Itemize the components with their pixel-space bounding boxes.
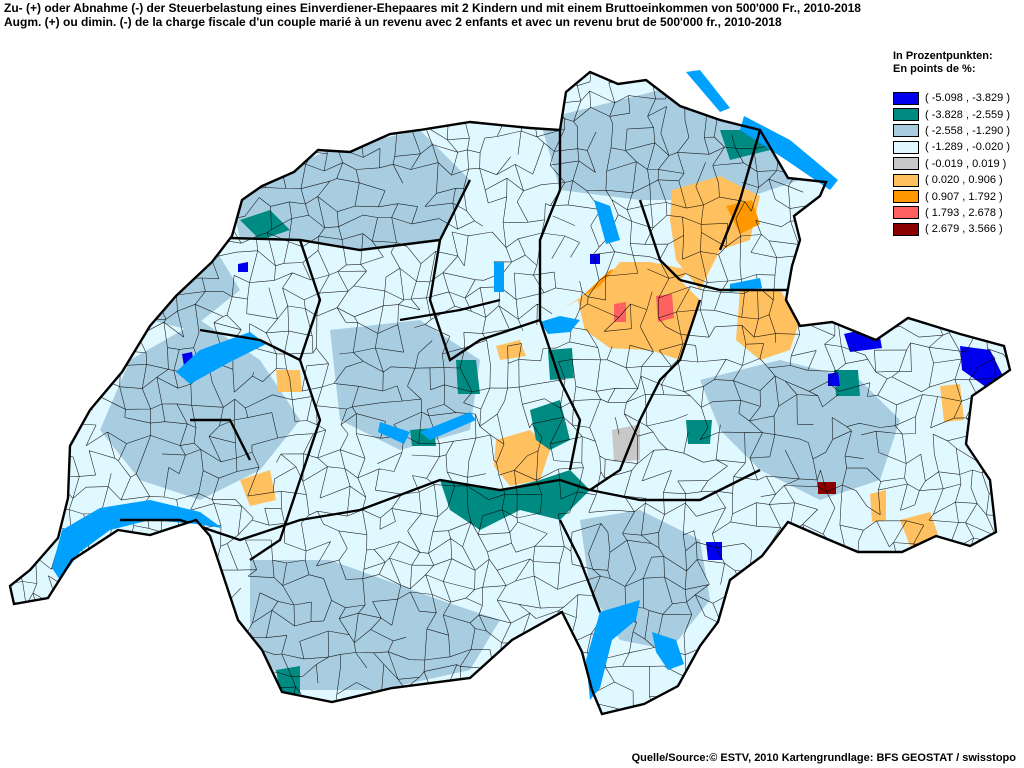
region-teal-small [456,360,480,394]
lake-zurich [594,200,620,244]
region-blue-gr [828,372,840,386]
legend-class-label: ( -0.019 , 0.019 ) [925,157,1007,170]
map-legend: In Prozentpunkten: En points de %: ( -5.… [893,50,1021,238]
legend-class-label: ( 0.020 , 0.906 ) [925,174,1003,187]
region-bern [330,320,480,450]
region-blue-ticino [706,542,722,560]
region-central-red-2 [614,302,626,322]
switzerland-choropleth-map [8,70,1012,716]
legend-row: ( -1.289 , -0.020 ) [893,139,1021,155]
region-blue-jura [238,262,248,272]
legend-class-label: ( -5.098 , -3.829 ) [925,92,1010,105]
legend-class-label: ( 1.793 , 2.678 ) [925,206,1003,219]
legend-row: ( 0.907 , 1.792 ) [893,188,1021,204]
region-glarus-orange [736,290,800,360]
region-teal-lucerne [548,348,574,380]
legend-row: ( 0.020 , 0.906 ) [893,172,1021,188]
legend-row: ( -3.828 , -2.559 ) [893,106,1021,122]
lake-sempach [494,262,504,292]
legend-row: ( -0.019 , 0.019 ) [893,156,1021,172]
legend-class-label: ( -1.289 , -0.020 ) [925,141,1010,154]
legend-swatch [893,173,919,187]
region-teal-central [530,400,570,450]
lake-lucerne [540,316,580,334]
region-northeast [540,90,800,200]
legend-swatch [893,206,919,220]
canton-borders [120,129,800,613]
region-w-orange [240,470,276,506]
source-credit: Quelle/Source:© ESTV, 2010 Kartengrundla… [631,752,1016,764]
lake-walen [730,278,762,292]
legend-class-label: ( 2.679 , 3.566 ) [925,223,1003,236]
legend-swatch [893,124,919,138]
region-teal-jura [240,210,290,240]
legend-row: ( -5.098 , -3.829 ) [893,90,1021,106]
map-title-german: Zu- (+) oder Abnahme (-) der Steuerbelas… [4,1,861,15]
lake-lugano [652,632,684,670]
lake-neuchatel [176,332,266,384]
region-w-orange-2 [276,370,302,392]
lake-upper-rhine [686,70,730,112]
municipality-class-areas [100,90,1004,694]
region-teal-ticino-n [686,420,712,444]
legend-class-list: ( -5.098 , -3.829 ) ( -3.828 , -2.559 ) ( … [893,90,1021,238]
legend-swatch [893,157,919,171]
region-teal-valais [276,666,300,694]
legend-row: ( 2.679 , 3.566 ) [893,221,1021,237]
map-title-french: Augm. (+) ou dimin. (-) de la charge fis… [4,15,782,29]
lake-brienz [378,422,410,444]
region-e-orange [940,384,964,422]
legend-heading-french: En points de %: [893,63,976,75]
region-blue-central [590,254,600,264]
legend-swatch [893,190,919,204]
region-stgallen-dark-orange [726,200,760,234]
legend-class-label: ( 0.907 , 1.792 ) [925,190,1003,203]
region-teal-east [834,370,860,396]
lake-constance [740,116,838,190]
legend-swatch [893,91,919,105]
legend-swatch [893,108,919,122]
region-se-orange-2 [870,490,886,522]
lake-maggiore [586,600,640,700]
legend-row: ( 1.793 , 2.678 ) [893,205,1021,221]
region-small-orange [496,340,526,360]
lake-thun [420,412,476,440]
region-northwest [230,130,470,250]
legend-swatch [893,140,919,154]
legend-class-label: ( -2.558 , -1.290 ) [925,124,1010,137]
region-blue-east [960,346,1004,390]
region-dark-red [818,482,836,494]
region-teal-south-bern [440,470,590,530]
legend-heading-german: In Prozentpunkten: [893,50,993,62]
region-central-red [656,294,674,322]
legend-swatch [893,222,919,236]
legend-row: ( -2.558 , -1.290 ) [893,123,1021,139]
legend-class-label: ( -3.828 , -2.559 ) [925,108,1010,121]
